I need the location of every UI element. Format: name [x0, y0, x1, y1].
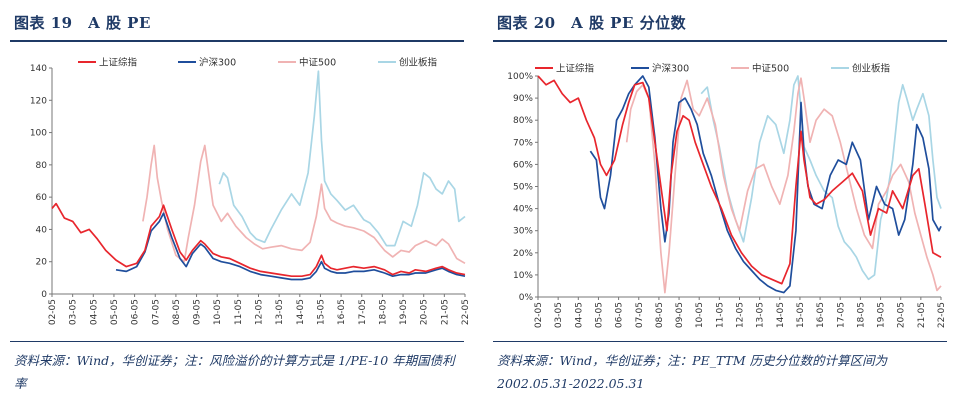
x-tick-label: 04-05	[89, 299, 99, 325]
figure-19-bottom-rule	[10, 341, 464, 342]
y-tick-label: 10%	[513, 271, 533, 281]
x-tick-label: 15-05	[796, 302, 806, 328]
figure-19-title: 图表 19 A 股 PE	[14, 14, 151, 32]
series-line-3	[218, 70, 466, 247]
x-tick-label: 10-05	[695, 302, 705, 328]
legend-label: 创业板指	[399, 57, 438, 69]
y-tick-label: 30%	[513, 227, 533, 237]
figure-20-title: 图表 20 A 股 PE 分位数	[497, 14, 687, 32]
x-tick-label: 12-05	[255, 299, 265, 325]
x-tick-label: 18-05	[378, 299, 388, 325]
legend-label: 上证综指	[99, 57, 138, 69]
y-tick-label: 120	[30, 96, 47, 106]
series-line-1	[115, 212, 466, 281]
x-tick-label: 03-05	[69, 299, 79, 325]
x-tick-label: 06-05	[615, 302, 625, 328]
legend-label: 上证综指	[556, 63, 595, 75]
x-tick-label: 20-05	[420, 299, 430, 325]
figure-20-top-rule	[493, 40, 947, 42]
legend-label: 沪深300	[652, 63, 689, 75]
x-tick-label: 15-05	[316, 299, 326, 325]
x-tick-label: 08-05	[655, 302, 665, 328]
x-tick-label: 19-05	[399, 299, 409, 325]
y-tick-label: 40%	[513, 205, 533, 215]
legend-label: 中证500	[752, 63, 789, 75]
x-tick-label: 13-05	[275, 299, 285, 325]
pe-chart: 0 20 40 60 80 100 120 140 02-05 03-05 04-05 05-05 06…	[30, 57, 471, 326]
x-tick-label: 03-05	[554, 302, 564, 328]
x-tick-label: 05-05	[594, 302, 604, 328]
y-tick-label: 80	[36, 161, 48, 171]
x-tick-label: 17-05	[358, 299, 368, 325]
x-tick-label: 21-05	[917, 302, 927, 328]
x-tick-label: 21-05	[440, 299, 450, 325]
figure-20-panel: 图表 20 A 股 PE 分位数 0% 10% 20% 30% 40% 50% 60% 70%…	[483, 0, 953, 408]
series-line-3	[700, 75, 942, 281]
figure-19-source-note: 资料来源：Wind，华创证券；注：风险溢价的计算方式是 1/PE-10 年期国债…	[14, 353, 455, 391]
x-tick-label: 07-05	[635, 302, 645, 328]
y-tick-label: 140	[30, 64, 47, 74]
figure-20-source-note: 资料来源：Wind，华创证券；注：PE_TTM 历史分位数的计算区间为 2002…	[497, 353, 888, 391]
x-tick-label: 08-05	[172, 299, 182, 325]
y-tick-label: 50%	[513, 183, 533, 193]
x-tick-label: 11-05	[234, 299, 244, 325]
x-tick-label: 05-05	[110, 299, 120, 325]
x-tick-label: 09-05	[675, 302, 685, 328]
legend-label: 沪深300	[199, 57, 236, 69]
y-tick-label: 20%	[513, 249, 533, 259]
y-tick-label: 40	[36, 225, 48, 235]
figure-19-panel: 图表 19 A 股 PE 0 20 40 60 80 100 120 140 02-05 03-0…	[0, 0, 471, 408]
x-tick-label: 13-05	[756, 302, 766, 328]
figure-19-top-rule	[10, 40, 464, 42]
x-tick-label: 17-05	[836, 302, 846, 328]
series-line-1	[589, 75, 942, 294]
x-tick-label: 02-05	[48, 299, 58, 325]
x-tick-label: 11-05	[715, 302, 725, 328]
x-tick-label: 14-05	[776, 302, 786, 328]
x-tick-label: 16-05	[337, 299, 347, 325]
series-line-0	[537, 75, 942, 285]
x-tick-label: 19-05	[877, 302, 887, 328]
x-tick-label: 10-05	[213, 299, 223, 325]
legend-label: 中证500	[299, 57, 336, 69]
x-tick-label: 07-05	[151, 299, 161, 325]
y-tick-label: 0%	[519, 293, 534, 303]
x-tick-label: 22-05	[461, 299, 471, 325]
x-tick-label: 04-05	[574, 302, 584, 328]
y-tick-label: 80%	[513, 116, 533, 126]
series-line-2	[142, 144, 466, 265]
y-tick-label: 100%	[507, 72, 533, 82]
y-tick-label: 90%	[513, 94, 533, 104]
series-line-0	[51, 202, 466, 278]
x-tick-label: 16-05	[816, 302, 826, 328]
x-tick-label: 14-05	[296, 299, 306, 325]
x-tick-label: 18-05	[856, 302, 866, 328]
pe-percentile-chart: 0% 10% 20% 30% 40% 50% 60% 70% 80% 90% 100% 02-05 03…	[507, 63, 947, 329]
series-line-2	[625, 77, 942, 294]
y-tick-label: 0	[41, 290, 47, 300]
x-tick-label: 22-05	[937, 302, 947, 328]
x-tick-label: 06-05	[131, 299, 141, 325]
legend-label: 创业板指	[852, 63, 891, 75]
y-tick-label: 20	[36, 258, 48, 268]
y-tick-label: 100	[30, 129, 47, 139]
x-tick-label: 12-05	[736, 302, 746, 328]
x-tick-label: 02-05	[534, 302, 544, 328]
y-tick-label: 60%	[513, 160, 533, 170]
y-tick-label: 60	[36, 193, 48, 203]
x-tick-label: 09-05	[193, 299, 203, 325]
x-tick-label: 20-05	[897, 302, 907, 328]
y-tick-label: 70%	[513, 138, 533, 148]
figure-20-bottom-rule	[493, 341, 947, 342]
